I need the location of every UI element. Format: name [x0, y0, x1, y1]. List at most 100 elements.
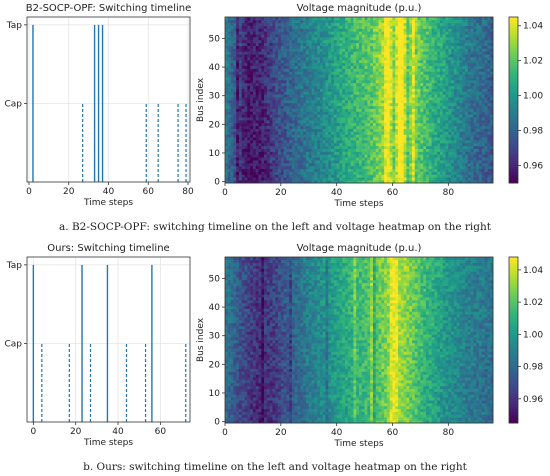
heatmap-cell [261, 22, 265, 26]
heatmap-cell [456, 171, 460, 175]
heatmap-cell [286, 62, 290, 66]
heatmap-cell [367, 62, 371, 66]
heatmap-cell [247, 108, 251, 112]
heatmap-cell [241, 120, 245, 124]
heatmap-cell [225, 128, 229, 132]
heatmap-cell [428, 122, 432, 127]
heatmap-cell [264, 177, 268, 181]
heatmap-cell [370, 140, 374, 144]
heatmap-cell [412, 97, 416, 101]
heatmap-cell [314, 79, 318, 84]
heatmap-cell [258, 105, 262, 109]
heatmap-cell [451, 114, 455, 118]
heatmap-cell [398, 48, 402, 52]
heatmap-cell [442, 151, 446, 155]
heatmap-cell [247, 165, 251, 170]
heatmap-cell [345, 68, 349, 72]
heatmap-cell [303, 51, 307, 55]
heatmap-cell [356, 68, 360, 72]
heatmap-cell [238, 57, 243, 61]
heatmap-cell [356, 62, 360, 66]
heatmap-cell [236, 54, 240, 58]
heatmap-cell [297, 100, 301, 104]
heatmap-cell [333, 111, 338, 115]
heatmap-cell [434, 128, 438, 132]
heatmap-cell [406, 168, 410, 172]
heatmap-cell [225, 111, 229, 115]
heatmap-cell [269, 79, 273, 84]
heatmap-cell [308, 151, 312, 155]
heatmap-cell [241, 125, 245, 129]
heatmap-cell [392, 108, 396, 112]
heatmap-cell [453, 180, 458, 184]
heatmap-cell [244, 77, 248, 81]
heatmap-cell [451, 62, 455, 66]
heatmap-cell [462, 157, 466, 161]
heatmap-cell [275, 108, 279, 112]
heatmap-cell [333, 62, 338, 66]
heatmap-cell [317, 77, 321, 81]
heatmap-cell [398, 82, 402, 87]
heatmap-cell [247, 22, 251, 26]
heatmap-cell [420, 19, 424, 24]
heatmap-cell [356, 45, 360, 49]
heatmap-cell [227, 165, 231, 170]
heatmap-cell [412, 140, 416, 144]
heatmap-cell [283, 120, 287, 124]
heatmap-cell [278, 62, 282, 66]
heatmap-cell [244, 122, 248, 127]
heatmap-cell [353, 105, 357, 109]
heatmap-cell [308, 31, 312, 35]
heatmap-cell [225, 174, 229, 178]
heatmap-cell [347, 45, 351, 49]
heatmap-cell [300, 117, 304, 121]
heatmap-cell [322, 71, 326, 75]
heatmap-cell [264, 134, 268, 138]
heatmap-cell [398, 54, 402, 58]
heatmap-cell [322, 125, 326, 129]
heatmap-cell [244, 19, 248, 24]
heatmap-cell [361, 168, 365, 172]
heatmap-cell [275, 88, 279, 92]
heatmap-cell [350, 160, 354, 164]
heatmap-cell [247, 34, 251, 38]
heatmap-cell [278, 59, 282, 64]
heatmap-cell [417, 157, 421, 161]
heatmap-cell [250, 31, 254, 35]
heatmap-cell [230, 157, 234, 161]
heatmap-cell [264, 151, 268, 155]
heatmap-cell [347, 68, 351, 72]
heatmap-cell [448, 97, 452, 101]
heatmap-cell [269, 51, 273, 55]
heatmap-cell [403, 97, 407, 101]
heatmap-cell [314, 180, 318, 184]
heatmap-cell [272, 148, 276, 152]
heatmap-cell [289, 94, 293, 98]
heatmap-cell [437, 97, 441, 101]
heatmap-cell [456, 114, 460, 118]
heatmap-cell [247, 51, 251, 55]
heatmap-cell [347, 74, 351, 78]
heatmap-cell [456, 137, 460, 141]
heatmap-cell [289, 102, 293, 107]
heatmap-cell [261, 131, 265, 135]
heatmap-cell [336, 171, 340, 175]
heatmap-cell [247, 28, 251, 32]
heatmap-cell [370, 151, 374, 155]
heatmap-cell [375, 108, 379, 112]
heatmap-cell [269, 85, 273, 89]
heatmap-cell [303, 162, 307, 167]
heatmap-cell [227, 65, 231, 69]
heatmap-cell [319, 22, 324, 26]
heatmap-cell [308, 160, 312, 164]
heatmap-cell [336, 125, 340, 129]
heatmap-cell [297, 180, 301, 184]
heatmap-cell [356, 85, 360, 89]
heatmap-cell [322, 114, 326, 118]
heatmap-cell [448, 91, 452, 95]
heatmap-cell [364, 97, 368, 101]
heatmap-cell [289, 157, 293, 161]
heatmap-cell [280, 88, 284, 92]
heatmap-cell [266, 94, 271, 98]
heatmap-cell [384, 71, 388, 75]
